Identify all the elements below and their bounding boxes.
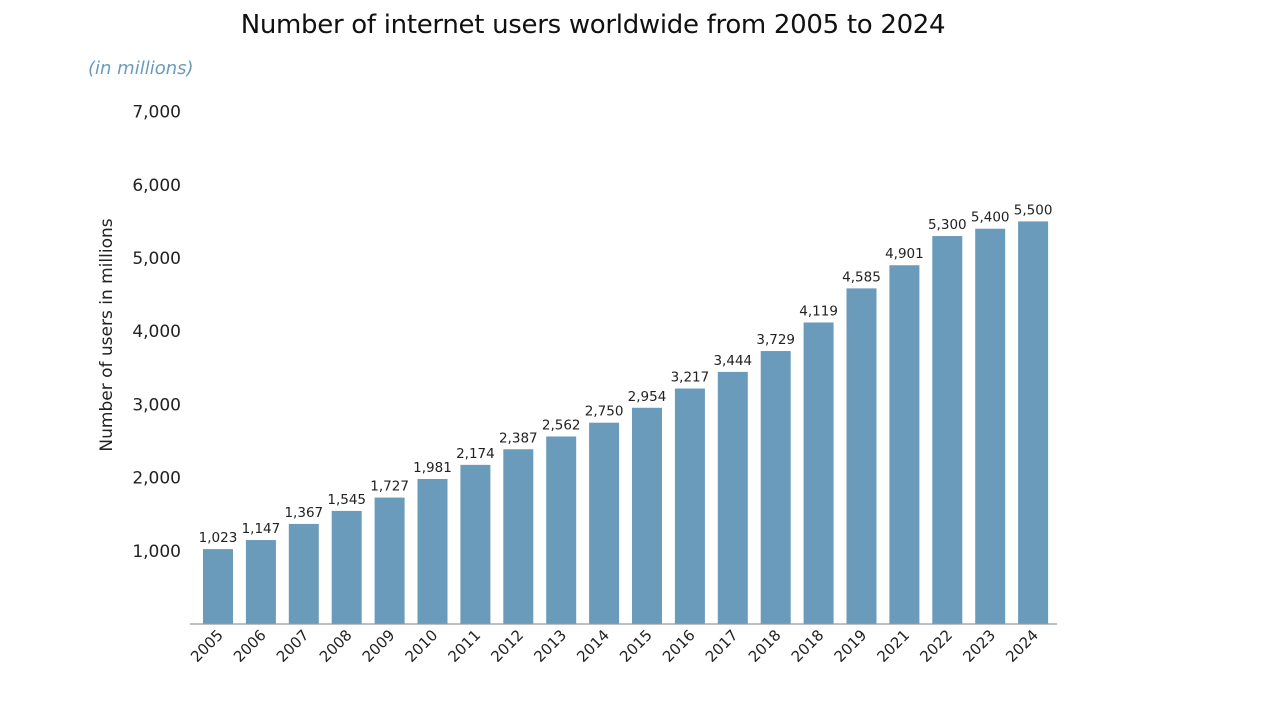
bar <box>632 407 662 624</box>
x-tick-label: 2019 <box>831 626 871 666</box>
x-tick-label: 2006 <box>230 626 270 666</box>
x-tick-label: 2017 <box>702 626 742 666</box>
y-tick-label: 1,000 <box>132 542 181 562</box>
data-label: 1,147 <box>242 521 281 537</box>
bar <box>760 351 791 624</box>
x-tick-label: 2014 <box>573 626 613 666</box>
bar <box>589 422 620 624</box>
data-label: 1,981 <box>413 460 452 476</box>
x-tick-label: 2009 <box>359 626 399 666</box>
x-tick-label: 2015 <box>616 626 656 666</box>
bar <box>374 497 405 624</box>
data-label: 1,367 <box>284 505 323 521</box>
data-label: 5,500 <box>1014 202 1053 218</box>
data-label: 3,729 <box>756 332 795 348</box>
data-label: 4,119 <box>799 303 838 319</box>
bar <box>889 265 920 624</box>
y-tick-label: 5,000 <box>132 249 181 269</box>
x-tick-label: 2011 <box>444 626 484 666</box>
chart-subtitle: (in millions) <box>88 58 194 79</box>
bar <box>288 523 319 624</box>
data-label: 5,400 <box>971 210 1010 226</box>
data-label: 4,901 <box>885 246 924 262</box>
x-tick-label: 2024 <box>1002 626 1042 666</box>
bar <box>460 464 491 624</box>
x-tick-label: 2022 <box>916 626 956 666</box>
bar <box>1018 221 1049 624</box>
bar <box>674 388 705 624</box>
data-label: 2,954 <box>628 389 667 405</box>
bar <box>331 510 362 624</box>
data-label: 2,562 <box>542 417 581 433</box>
bar <box>203 549 233 624</box>
data-label: 2,750 <box>585 404 624 420</box>
x-tick-label: 2005 <box>187 626 227 666</box>
x-tick-label: 2018 <box>788 626 828 666</box>
bar <box>803 322 834 624</box>
chart-title: Number of internet users worldwide from … <box>240 10 946 40</box>
y-tick-label: 3,000 <box>132 395 181 415</box>
y-axis-label: Number of users in millions <box>97 218 117 451</box>
y-tick-label: 7,000 <box>132 103 181 123</box>
x-tick-label: 2012 <box>487 626 527 666</box>
y-tick-label: 4,000 <box>132 322 181 342</box>
x-tick-label: 2008 <box>316 626 356 666</box>
bar <box>503 449 534 624</box>
data-label: 1,545 <box>327 492 366 508</box>
data-label: 1,727 <box>370 479 409 495</box>
bar <box>546 436 577 624</box>
bar <box>975 228 1006 624</box>
bar <box>417 478 448 624</box>
bar <box>932 236 963 625</box>
y-tick-label: 2,000 <box>132 469 181 489</box>
bar <box>846 288 877 624</box>
x-tick-label: 2007 <box>273 626 313 666</box>
x-tick-label: 2023 <box>959 626 999 666</box>
data-label: 3,217 <box>671 370 710 386</box>
data-label: 3,444 <box>713 353 752 369</box>
data-label: 1,023 <box>199 530 238 546</box>
bar <box>717 371 748 624</box>
x-tick-label: 2021 <box>873 626 913 666</box>
data-label: 5,300 <box>928 217 967 233</box>
data-label: 2,174 <box>456 446 495 462</box>
data-label: 4,585 <box>842 269 881 285</box>
x-tick-label: 2018 <box>745 626 785 666</box>
data-label: 2,387 <box>499 430 538 446</box>
x-tick-label: 2010 <box>402 626 442 666</box>
y-tick-label: 6,000 <box>132 176 181 196</box>
bar <box>245 540 276 624</box>
x-tick-label: 2013 <box>530 626 570 666</box>
x-tick-label: 2016 <box>659 626 699 666</box>
